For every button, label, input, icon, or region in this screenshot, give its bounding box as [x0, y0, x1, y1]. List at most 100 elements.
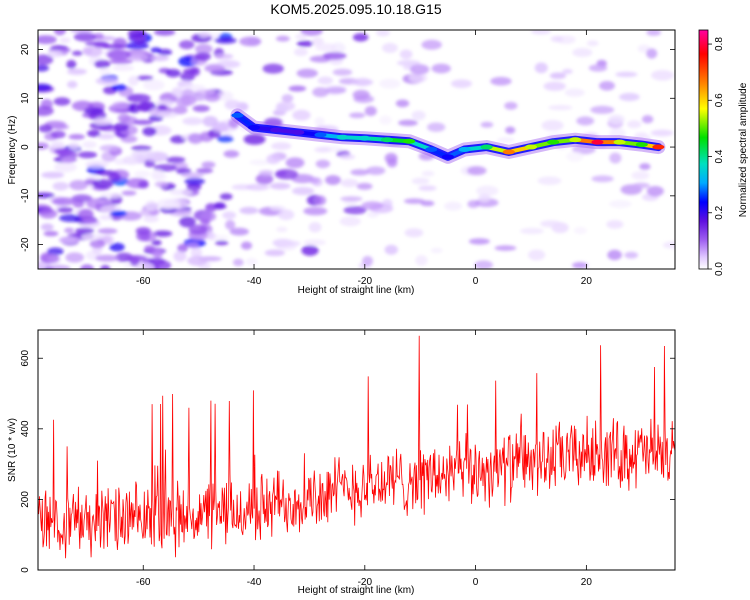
spectrogram-noise-cell [143, 215, 159, 223]
spectrogram-noise-cell [608, 114, 625, 125]
spectrogram-noise-cell [490, 76, 512, 86]
spectrogram-noise-cell [627, 120, 642, 129]
ridge-point [480, 144, 493, 150]
spectrogram-noise-cell [158, 204, 182, 210]
spectrogram-noise-cell [171, 87, 184, 97]
spectrogram-noise-cell [586, 40, 599, 47]
spectrogram-noise-cell [275, 103, 289, 114]
spectrogram-noise-cell [131, 145, 152, 151]
spectrogram-noise-cell [650, 129, 674, 137]
spectrogram-noise-cell [68, 141, 80, 150]
spectrogram-noise-cell [194, 52, 211, 61]
spectrogram-noise-cell [214, 53, 234, 59]
spectrogram-noise-cell [65, 252, 85, 263]
x-tick-label: 0 [473, 276, 479, 287]
spectrogram-noise-cell [40, 223, 54, 231]
spectrogram-noise-cell [418, 185, 437, 191]
spectrogram-noise-cell [588, 64, 608, 72]
spectrogram-noise-cell [277, 209, 295, 221]
snr-series-line [38, 335, 675, 559]
spectrogram-noise-cell [399, 49, 413, 60]
spectrogram-noise-cell [384, 244, 399, 255]
spectrogram-x-label: Height of straight line (km) [298, 285, 415, 296]
spectrogram-noise-cell [543, 81, 566, 91]
spectrogram-y-ticks: -20 -10 0 10 20 [20, 44, 675, 252]
spectrogram-noise-cell [291, 186, 315, 196]
colorbar-gradient [698, 29, 709, 270]
spectrogram-noise-cell [126, 93, 151, 103]
spectrogram-noise-cell [606, 219, 624, 229]
spectrogram-noise-cell [308, 222, 322, 233]
spectrogram-noise-cell [396, 60, 421, 66]
ridge-point [248, 125, 261, 131]
ridge-point [613, 139, 626, 145]
spectrogram-noise-cell [609, 127, 626, 139]
spectrogram-noise-cell [379, 78, 401, 89]
spectrogram-noise-cell [478, 193, 491, 203]
spectrogram-noise-cell [296, 40, 314, 47]
colorbar-tick-label: 0.0 [714, 262, 725, 276]
spectrogram-noise-cell [199, 219, 211, 225]
spectrogram-noise-cell [69, 30, 94, 33]
spectrogram-noise-cell [192, 105, 210, 113]
spectrogram-noise-cell [151, 173, 167, 180]
ridge-point [524, 144, 537, 150]
spectrogram-noise-cell [269, 182, 291, 190]
spectrogram-noise-cell [564, 88, 585, 97]
spectrogram-noise-cell [213, 234, 229, 241]
spectrogram-y-label: Frequency (Hz) [7, 116, 18, 185]
spectrogram-noise-cell [340, 178, 359, 188]
spectrogram-noise-cell [122, 155, 140, 165]
spectrogram-ridge [230, 108, 666, 164]
spectrogram-noise-cell [225, 219, 236, 230]
spectrogram-noise-cell [66, 80, 78, 89]
spectrogram-noise-cell [80, 233, 105, 241]
spectrogram-noise-cell [109, 242, 125, 252]
spectrogram-noise-cell [127, 53, 149, 62]
spectrogram-noise-cell [534, 62, 548, 74]
spectrogram-noise-cell [182, 117, 204, 126]
spectrogram-noise-cell [528, 249, 546, 261]
spectrogram-noise-cell [550, 35, 564, 43]
x-tick-label: -20 [358, 276, 373, 287]
spectrogram-noise-cell [548, 105, 573, 111]
spectrogram-noise-cell [175, 96, 192, 108]
spectrogram-noise-cell [292, 109, 311, 121]
spectrogram-noise-cell [590, 105, 615, 114]
spectrogram-noise-cell [662, 241, 675, 249]
spectrogram-noise-cell [67, 68, 88, 75]
spectrogram-noise-cell [381, 42, 398, 53]
spectrogram-noise-cell [232, 258, 244, 267]
spectrogram-noise-cell [293, 48, 308, 57]
spectrogram-noise-cell [52, 124, 70, 130]
ridge-point [336, 134, 349, 140]
colorbar: 0.0 0.2 0.4 0.6 0.8 Normalized spectral ampl… [698, 29, 749, 276]
spectrogram-noise-cell [303, 206, 328, 216]
spectrogram-noise-cell [530, 30, 551, 35]
spectrogram-noise-cell [275, 35, 290, 42]
spectrogram-noise-cell [562, 68, 573, 75]
y-tick-label: -10 [20, 188, 31, 203]
spectrogram-noise-cell [497, 137, 515, 143]
spectrogram-noise-cell [165, 156, 186, 164]
ridge-point [231, 112, 244, 118]
spectrogram-noise-cell [112, 101, 130, 110]
spectrogram-noise-cell [466, 166, 487, 176]
spectrogram-noise-cell [634, 131, 648, 139]
spectrogram-noise-cell [96, 199, 112, 205]
spectrogram-noise-cell [89, 239, 106, 249]
x-tick-label: 20 [581, 577, 593, 588]
spectrogram-noise-cell [53, 97, 71, 106]
spectrogram-noise-cell [58, 214, 83, 223]
spectrogram-noise-cell [314, 195, 327, 206]
y-tick-label: 0 [20, 144, 31, 150]
spectrogram-noise-cell [187, 133, 204, 144]
spectrogram-noise-cell [239, 36, 262, 47]
x-tick-label: 0 [473, 577, 479, 588]
y-tick-label: 10 [20, 92, 31, 104]
spectrogram-noise-cell [157, 48, 173, 56]
spectrogram-noise-cell [95, 76, 119, 85]
ridge-point [502, 149, 515, 155]
spectrogram-noise-cell [136, 102, 152, 112]
spectrogram-noise-cell [57, 207, 74, 213]
